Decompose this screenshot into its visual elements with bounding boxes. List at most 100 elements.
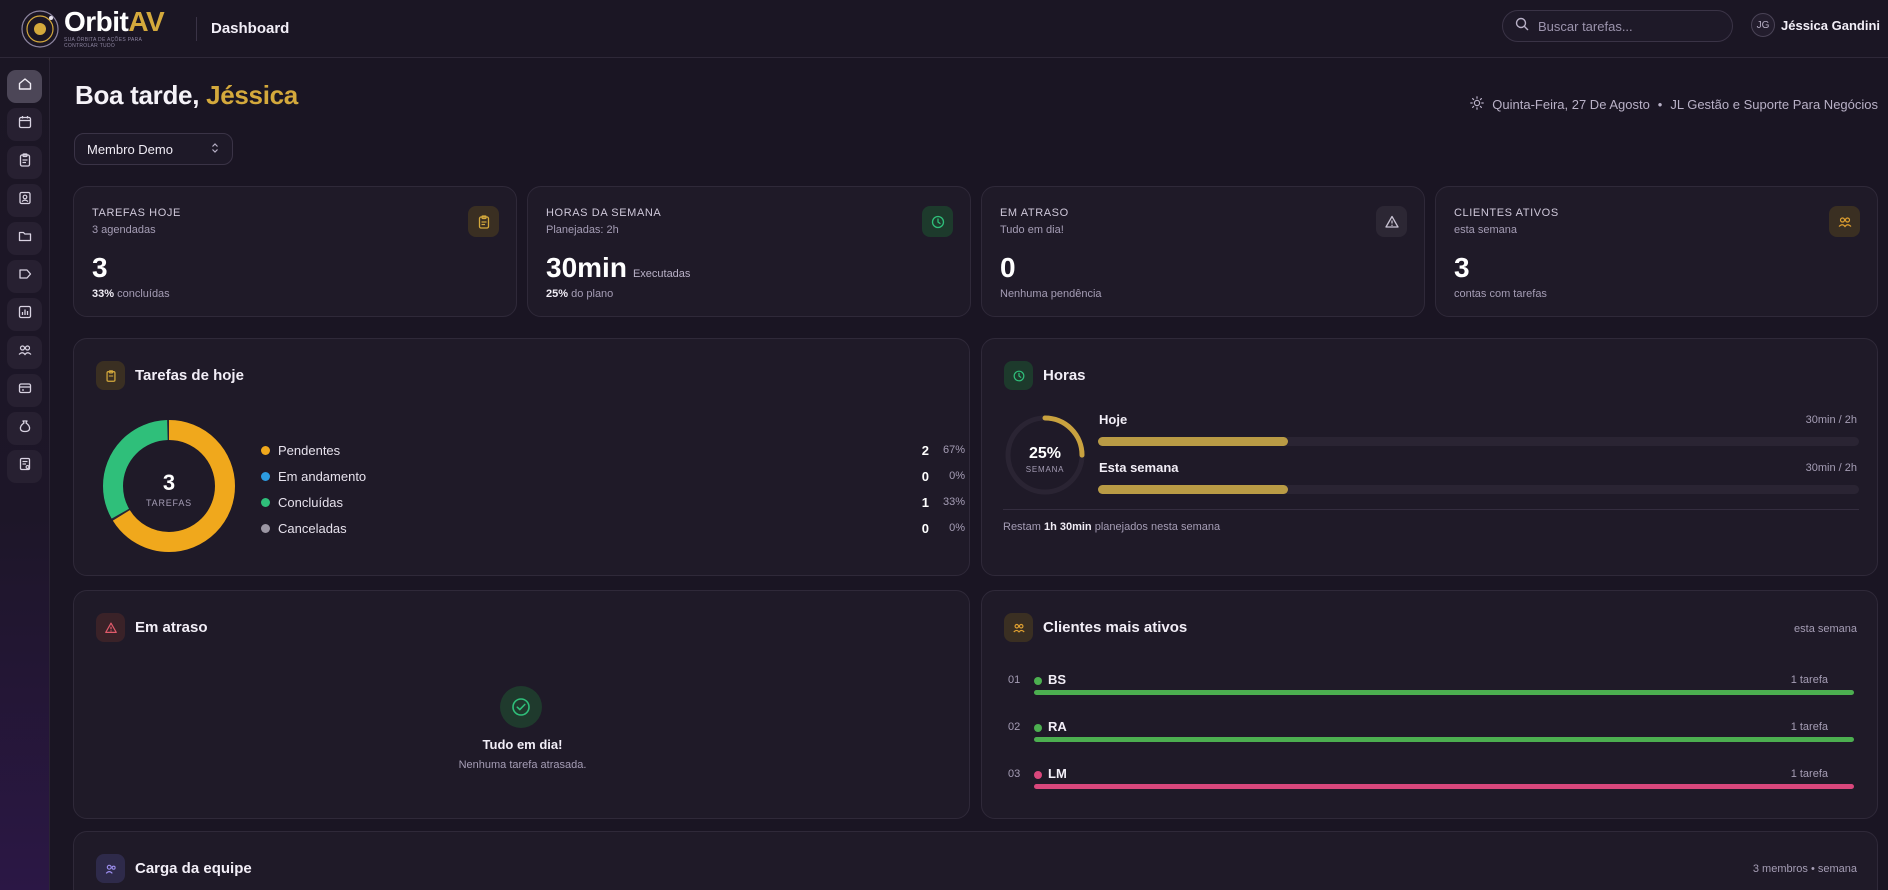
sidebar-item-team[interactable] bbox=[7, 336, 42, 369]
stat-value: 3 bbox=[1454, 252, 1470, 284]
current-date: Quinta-Feira, 27 De Agosto bbox=[1492, 97, 1650, 112]
users-icon bbox=[1004, 613, 1033, 642]
stat-card-overdue[interactable]: EM ATRASO Tudo em dia! 0 Nenhuma pendênc… bbox=[981, 186, 1425, 317]
empty-state-title: Tudo em dia! bbox=[482, 737, 563, 752]
client-task-count: 1 tarefa bbox=[1790, 768, 1828, 780]
donut-center-label: TAREFAS bbox=[146, 498, 192, 508]
panel-overdue: Em atraso Tudo em dia! Nenhuma tarefa at… bbox=[73, 590, 970, 819]
sidebar-item-reports[interactable] bbox=[7, 298, 42, 331]
legend-pct: 67% bbox=[942, 444, 965, 456]
stat-card-weekly-hours[interactable]: HORAS DA SEMANA Planejadas: 2h 30min Exec… bbox=[527, 186, 971, 317]
logo-accent: AV bbox=[128, 6, 165, 37]
client-rank: 01 bbox=[1008, 674, 1021, 686]
stat-value-number: 0 bbox=[1000, 252, 1016, 283]
stat-sub: esta semana bbox=[1454, 224, 1517, 236]
donut-center-value: 3 bbox=[163, 470, 175, 495]
ring-progress bbox=[1005, 415, 1085, 495]
sidebar-item-finance[interactable] bbox=[7, 374, 42, 407]
search-input[interactable] bbox=[1538, 18, 1718, 34]
search-box[interactable] bbox=[1502, 10, 1733, 42]
empty-state-subtitle: Nenhuma tarefa atrasada. bbox=[458, 759, 587, 771]
panel-title: Clientes mais ativos bbox=[1043, 619, 1188, 636]
page-title: Dashboard bbox=[211, 20, 290, 37]
panel-title: Em atraso bbox=[135, 619, 208, 636]
client-task-count: 1 tarefa bbox=[1790, 674, 1828, 686]
panel-header: Em atraso bbox=[96, 613, 208, 642]
stat-card-active-clients[interactable]: CLIENTES ATIVOS esta semana 3 contas com… bbox=[1435, 186, 1878, 317]
sidebar-item-folders[interactable] bbox=[7, 222, 42, 255]
client-rank: 03 bbox=[1008, 768, 1021, 780]
tag-icon bbox=[17, 266, 33, 287]
sidebar-item-calendar[interactable] bbox=[7, 108, 42, 141]
separator-dot: • bbox=[1657, 97, 1663, 112]
client-row[interactable]: 03 LM 1 tarefa bbox=[1008, 761, 1854, 801]
date-line: Quinta-Feira, 27 De Agosto • JL Gestão e… bbox=[1470, 96, 1878, 113]
sidebar-item-tags[interactable] bbox=[7, 260, 42, 293]
panel-team-load: Carga da equipe 3 membros • semana bbox=[73, 831, 1878, 890]
client-row[interactable]: 01 BS 1 tarefa bbox=[1008, 667, 1854, 707]
sidebar-item-home[interactable] bbox=[7, 70, 42, 103]
legend-item-cancelled[interactable]: Canceladas 0 0% bbox=[261, 515, 965, 541]
divider bbox=[1003, 509, 1859, 510]
panel-tasks-today: Tarefas de hoje 3 TAREFAS Pendentes 2 67… bbox=[73, 338, 970, 576]
panel-title: Tarefas de hoje bbox=[135, 367, 244, 384]
legend-label: Em andamento bbox=[278, 468, 367, 484]
home-icon bbox=[17, 76, 33, 97]
logo[interactable]: OrbitAV SUA ÓRBITA DE AÇÕES PARA CONTROL… bbox=[20, 8, 170, 49]
hours-value: 30min bbox=[1805, 414, 1836, 426]
stat-value: 30min Executadas bbox=[546, 252, 690, 284]
sidebar-item-contacts[interactable] bbox=[7, 184, 42, 217]
sidebar-item-tasks[interactable] bbox=[7, 146, 42, 179]
member-select[interactable]: Membro Demo bbox=[74, 133, 233, 165]
sidebar-item-invoices[interactable] bbox=[7, 450, 42, 483]
legend-item-pending[interactable]: Pendentes 2 67% bbox=[261, 437, 965, 463]
stat-value-unit: Executadas bbox=[632, 268, 691, 280]
chart-icon bbox=[17, 304, 33, 325]
sidebar bbox=[0, 58, 50, 890]
company-name: JL Gestão e Suporte Para Negócios bbox=[1670, 97, 1878, 112]
legend-count: 0 bbox=[921, 520, 929, 536]
donut-segment-2[interactable] bbox=[103, 420, 235, 552]
stat-value: 0 bbox=[1000, 252, 1016, 284]
legend-count: 2 bbox=[921, 442, 929, 458]
stat-label: EM ATRASO bbox=[1000, 207, 1069, 219]
divider bbox=[196, 16, 197, 41]
greeting: Boa tarde, Jéssica bbox=[75, 80, 298, 111]
avatar[interactable]: JG bbox=[1751, 13, 1775, 37]
legend-dot bbox=[261, 497, 270, 507]
legend-label: Concluídas bbox=[278, 494, 344, 510]
clipboard-icon bbox=[17, 152, 33, 173]
stat-label: TAREFAS HOJE bbox=[92, 207, 181, 219]
warning-icon bbox=[1376, 206, 1407, 237]
greeting-text: Boa tarde, bbox=[75, 80, 200, 110]
legend-dot bbox=[261, 471, 270, 481]
donut-segment-0[interactable] bbox=[103, 420, 235, 552]
client-dot bbox=[1034, 771, 1042, 779]
legend-item-in-progress[interactable]: Em andamento 0 0% bbox=[261, 463, 965, 489]
stat-card-tasks-today[interactable]: TAREFAS HOJE 3 agendadas 3 33% concluída… bbox=[73, 186, 517, 317]
client-bar bbox=[1034, 784, 1854, 789]
top-bar: OrbitAV SUA ÓRBITA DE AÇÕES PARA CONTROL… bbox=[0, 0, 1888, 58]
client-rank: 02 bbox=[1008, 721, 1021, 733]
stat-label: HORAS DA SEMANA bbox=[546, 207, 662, 219]
user-menu[interactable]: JG Jéssica Gandini bbox=[1751, 13, 1880, 37]
sun-icon bbox=[1470, 96, 1485, 113]
logo-tagline: SUA ÓRBITA DE AÇÕES PARA CONTROLAR TUDO bbox=[64, 37, 142, 49]
client-task-count: 1 tarefa bbox=[1790, 721, 1828, 733]
remaining-pre: Restam bbox=[1003, 521, 1044, 533]
chevron-up-down-icon bbox=[210, 142, 220, 157]
stat-foot: 25% do plano bbox=[546, 288, 613, 300]
stat-sub: Planejadas: 2h bbox=[546, 224, 619, 236]
client-row[interactable]: 02 RA 1 tarefa bbox=[1008, 714, 1854, 754]
legend-item-completed[interactable]: Concluídas 1 33% bbox=[261, 489, 965, 515]
tasks-donut-chart: 3 TAREFAS bbox=[103, 420, 235, 552]
hours-total: / 2h bbox=[1835, 462, 1857, 474]
remaining-post: planejados nesta semana bbox=[1091, 521, 1221, 533]
legend-pct: 0% bbox=[949, 522, 965, 534]
stat-foot-text: Nenhuma pendência bbox=[1000, 288, 1102, 300]
stat-value: 3 bbox=[92, 252, 108, 284]
client-name: LM bbox=[1048, 766, 1067, 781]
remaining-bold: 1h 30min bbox=[1043, 521, 1092, 533]
sidebar-item-revenue[interactable] bbox=[7, 412, 42, 445]
contact-card-icon bbox=[17, 190, 33, 211]
